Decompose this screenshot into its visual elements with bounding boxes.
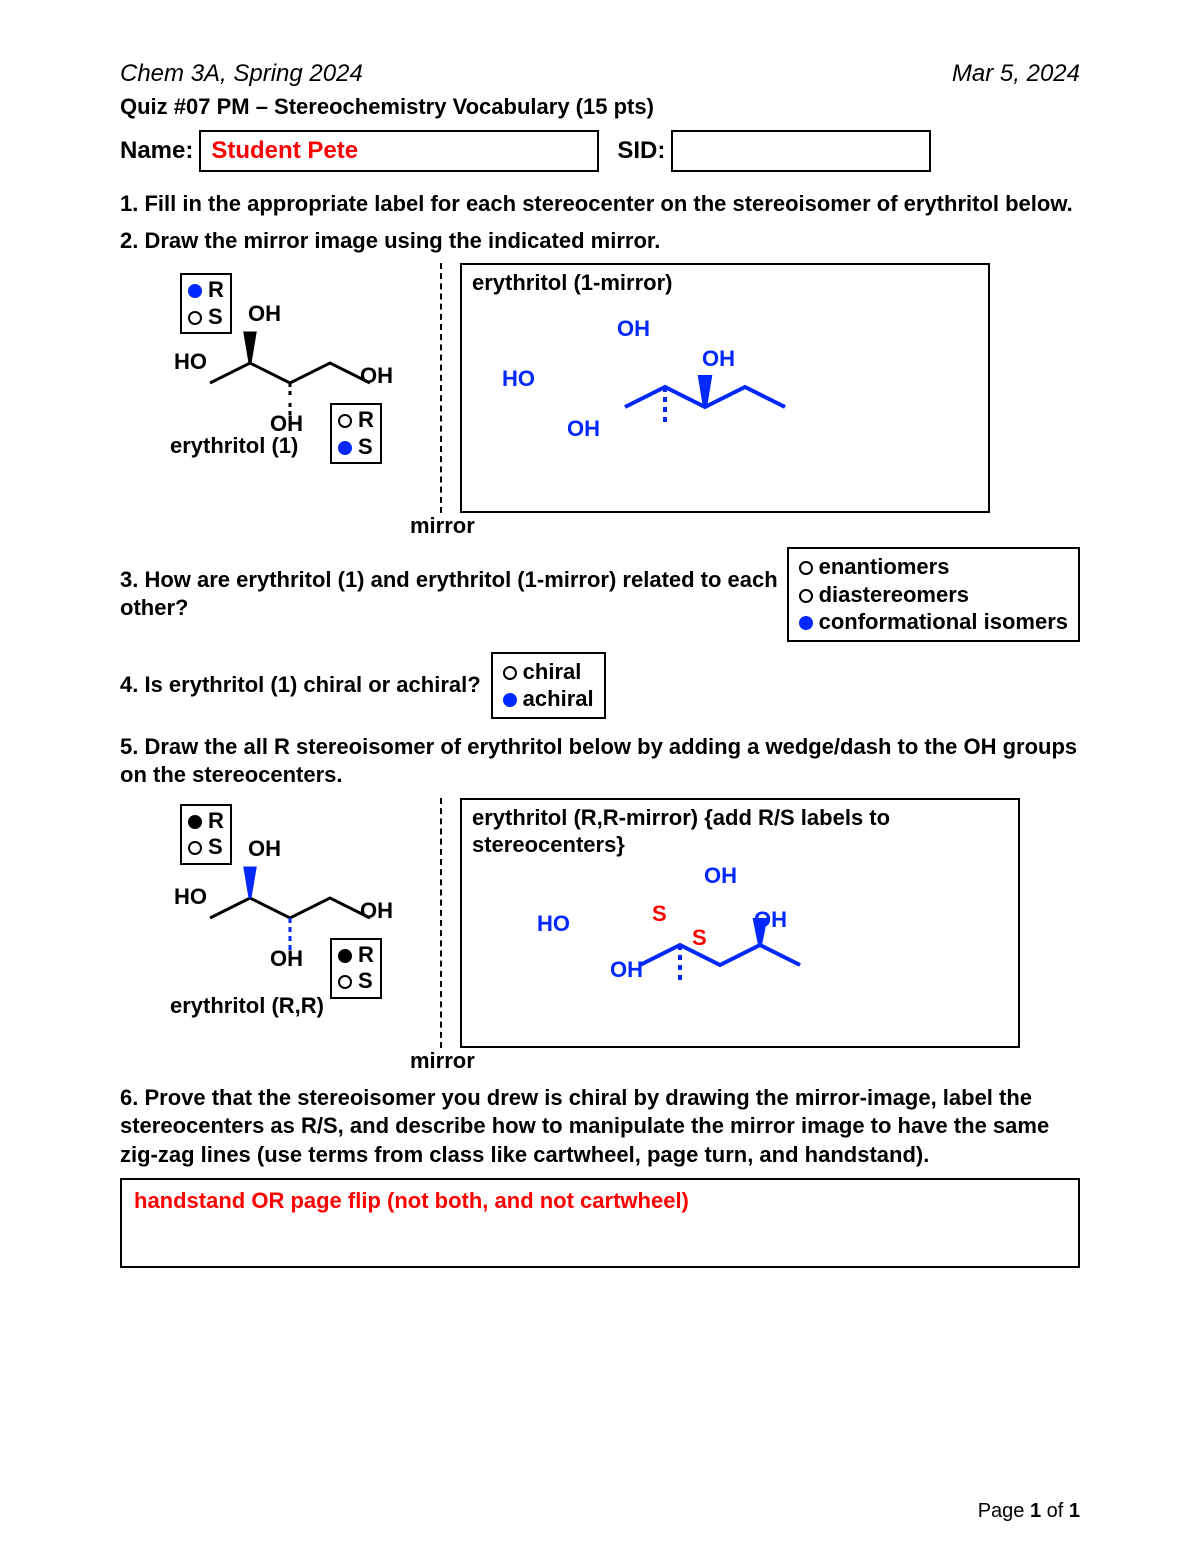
m2-s2: S — [692, 924, 707, 952]
m2-oh2: OH — [754, 906, 787, 934]
m2-s1: S — [652, 900, 667, 928]
footer-a: Page — [978, 1500, 1030, 1522]
m-oh2: OH — [702, 345, 735, 373]
ho-1: HO — [174, 349, 207, 375]
q5-text: 5. Draw the all R stereoisomer of erythr… — [120, 733, 1080, 790]
q3-opt-c-radio[interactable] — [799, 616, 813, 630]
rs2b-r[interactable] — [338, 949, 352, 963]
oh-2: OH — [360, 363, 393, 389]
m-ho: HO — [502, 365, 535, 393]
mirror-label-2: mirror — [410, 1048, 475, 1074]
mirror-box-title: erythritol (1-mirror) — [472, 270, 672, 295]
footer-b: 1 — [1030, 1500, 1041, 1522]
q3-opt-a: enantiomers — [819, 554, 950, 579]
q3-row: 3. How are erythritol (1) and erythritol… — [120, 547, 1080, 642]
m2-oh1: OH — [704, 862, 737, 890]
rs2b-s-lbl: S — [358, 968, 373, 993]
q3-opt-a-radio[interactable] — [799, 561, 813, 575]
q3-opt-b: diastereomers — [819, 582, 969, 607]
q4-row: 4. Is erythritol (1) chiral or achiral? … — [120, 652, 1080, 719]
radio-s2[interactable] — [338, 441, 352, 455]
sid-label: SID: — [617, 137, 665, 165]
diagram-1: R S OH HO OH OH erythritol (1) R S mirro… — [160, 263, 1080, 543]
q4-opt-b-radio[interactable] — [503, 693, 517, 707]
name-row: Name: Student Pete SID: — [120, 130, 1080, 172]
quiz-subtitle: Quiz #07 PM – Stereochemistry Vocabulary… — [120, 94, 1080, 120]
q4-opt-a: chiral — [523, 659, 582, 684]
ho-2a: HO — [174, 884, 207, 910]
oh-1: OH — [248, 301, 281, 327]
m-oh3: OH — [567, 415, 600, 443]
m2-oh3: OH — [610, 956, 643, 984]
oh-2a: OH — [248, 836, 281, 862]
rs2b-s[interactable] — [338, 975, 352, 989]
q4-opt-a-radio[interactable] — [503, 666, 517, 680]
q6-answer: handstand OR page flip (not both, and no… — [134, 1188, 689, 1213]
q1-text: 1. Fill in the appropriate label for eac… — [120, 190, 1080, 219]
q3-opt-c: conformational isomers — [819, 609, 1068, 634]
q4-text: 4. Is erythritol (1) chiral or achiral? — [120, 671, 481, 700]
course-title: Chem 3A, Spring 2024 — [120, 60, 363, 88]
mirror-answer-box-2: erythritol (R,R-mirror) {add R/S labels … — [460, 798, 1020, 1048]
header-row: Chem 3A, Spring 2024 Mar 5, 2024 — [120, 60, 1080, 88]
mirror-line-2 — [440, 798, 442, 1048]
q3-text: 3. How are erythritol (1) and erythritol… — [120, 566, 779, 623]
rs-box-bottom[interactable]: R S — [330, 403, 382, 464]
q1-line: 1. Fill in the appropriate label for eac… — [120, 191, 1073, 216]
q6-answer-box[interactable]: handstand OR page flip (not both, and no… — [120, 1178, 1080, 1268]
rs2b-r-lbl: R — [358, 942, 374, 967]
mirror-label-1: mirror — [410, 513, 475, 539]
q3-opt-b-radio[interactable] — [799, 589, 813, 603]
footer-c: of — [1041, 1500, 1069, 1522]
q6-text: 6. Prove that the stereoisomer you drew … — [120, 1084, 1080, 1170]
mirror-answer-box-1: erythritol (1-mirror) OH HO OH OH — [460, 263, 990, 513]
molecule-2-svg — [170, 808, 450, 1008]
rs-box-2b[interactable]: R S — [330, 938, 382, 999]
name-input[interactable]: Student Pete — [199, 130, 599, 172]
footer-d: 1 — [1069, 1500, 1080, 1522]
q3-options[interactable]: enantiomers diastereomers conformational… — [787, 547, 1080, 642]
m2-ho: HO — [537, 910, 570, 938]
oh-2c: OH — [270, 946, 303, 972]
mirror-mol2-svg — [580, 865, 900, 1025]
q4-opt-b: achiral — [523, 686, 594, 711]
mol2-label: erythritol (R,R) — [170, 993, 324, 1019]
date: Mar 5, 2024 — [952, 60, 1080, 88]
q2-text: 2. Draw the mirror image using the indic… — [120, 227, 1080, 256]
oh-2b: OH — [360, 898, 393, 924]
label-s2: S — [358, 434, 373, 459]
page: Chem 3A, Spring 2024 Mar 5, 2024 Quiz #0… — [0, 0, 1200, 1553]
page-footer: Page 1 of 1 — [978, 1500, 1080, 1523]
label-r2: R — [358, 407, 374, 432]
diagram-2: R S OH HO OH OH erythritol (R,R) R S mir… — [160, 798, 1080, 1078]
mol1-label: erythritol (1) — [170, 433, 298, 459]
m-oh1: OH — [617, 315, 650, 343]
q4-options[interactable]: chiral achiral — [491, 652, 606, 719]
radio-r2[interactable] — [338, 414, 352, 428]
mirror2-title: erythritol (R,R-mirror) {add R/S labels … — [472, 805, 890, 858]
mirror-line-1 — [440, 263, 442, 513]
name-label: Name: — [120, 137, 193, 165]
sid-input[interactable] — [671, 130, 931, 172]
